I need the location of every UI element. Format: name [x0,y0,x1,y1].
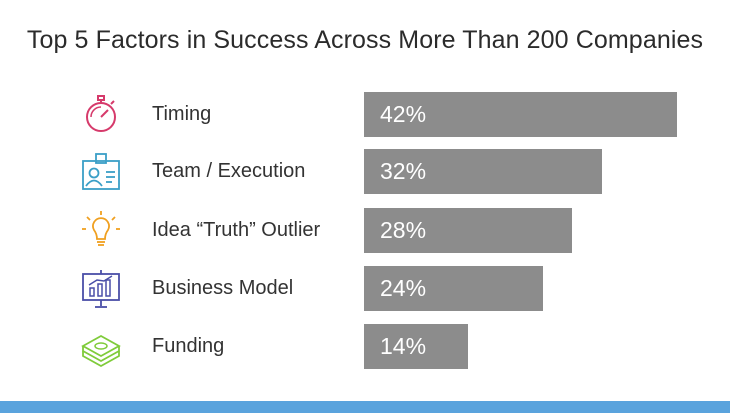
bar: 14% [364,324,468,369]
bar-row: Timing 42% [0,92,730,137]
money-stack-icon [77,324,125,369]
bar-row: Funding 14% [0,324,730,369]
value-label: 42% [380,101,427,127]
value-label: 28% [380,217,427,243]
bar-row: Idea “Truth” Outlier 28% [0,208,730,253]
lightbulb-icon [77,208,125,253]
bar-row: Business Model 24% [0,266,730,311]
value-label: 24% [380,275,427,301]
category-label: Business Model [152,277,294,299]
bar: 28% [364,208,572,253]
bar-row: Team / Execution 32% [0,149,730,194]
bar: 42% [364,92,677,137]
value-label: 32% [380,158,427,184]
id-badge-icon [77,149,125,194]
value-label: 14% [380,333,427,359]
category-label: Team / Execution [152,160,306,182]
footer-band [0,401,730,413]
category-label: Timing [152,103,212,125]
category-label: Funding [152,335,225,357]
chart-title: Top 5 Factors in Success Across More Tha… [26,26,704,54]
presentation-chart-icon [77,266,125,311]
bar: 32% [364,149,602,194]
bar: 24% [364,266,543,311]
category-label: Idea “Truth” Outlier [152,219,321,241]
stopwatch-icon [77,92,125,137]
